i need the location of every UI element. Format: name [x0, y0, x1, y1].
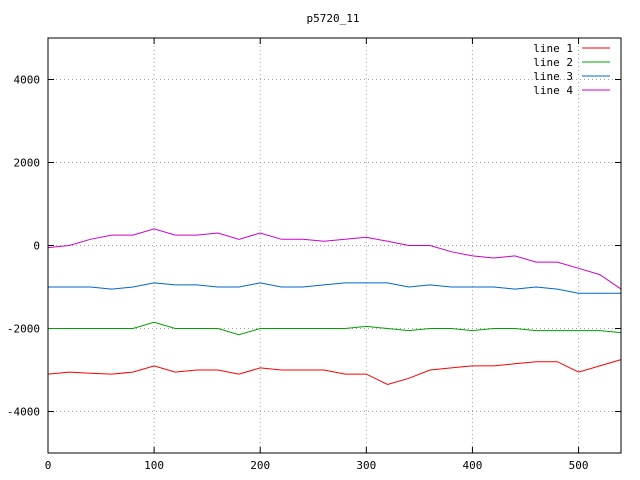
series-line-line-1 — [47, 359, 622, 386]
y-tick-label: 2000 — [14, 157, 41, 170]
y-tick-label: -2000 — [7, 323, 40, 336]
series-line-line-3 — [48, 282, 621, 294]
y-tick-label: 4000 — [14, 74, 41, 87]
series-line-line-4 — [47, 228, 622, 290]
x-tick-label: 300 — [356, 459, 376, 472]
x-tick-label: 500 — [569, 459, 589, 472]
axis-ticks: 0 100 200 300 400 500 -4000 -2000 0 2000 4000 — [7, 38, 621, 472]
x-tick-label: 100 — [144, 459, 164, 472]
plot-frame — [47, 37, 622, 454]
x-tick-label: 400 — [463, 459, 483, 472]
chart-title: p5720_11 — [307, 12, 360, 25]
legend-label: line 3 — [533, 70, 573, 83]
grid — [48, 38, 621, 453]
y-tick-label: 0 — [33, 240, 40, 253]
series-line-line-2 — [48, 321, 622, 336]
legend-label: line 1 — [533, 42, 573, 55]
x-tick-label: 0 — [45, 459, 52, 472]
series-group — [47, 228, 622, 386]
y-tick-label: -4000 — [7, 406, 40, 419]
legend-label: line 4 — [533, 84, 573, 97]
legend-label: line 2 — [533, 56, 573, 69]
x-tick-label: 200 — [250, 459, 270, 472]
